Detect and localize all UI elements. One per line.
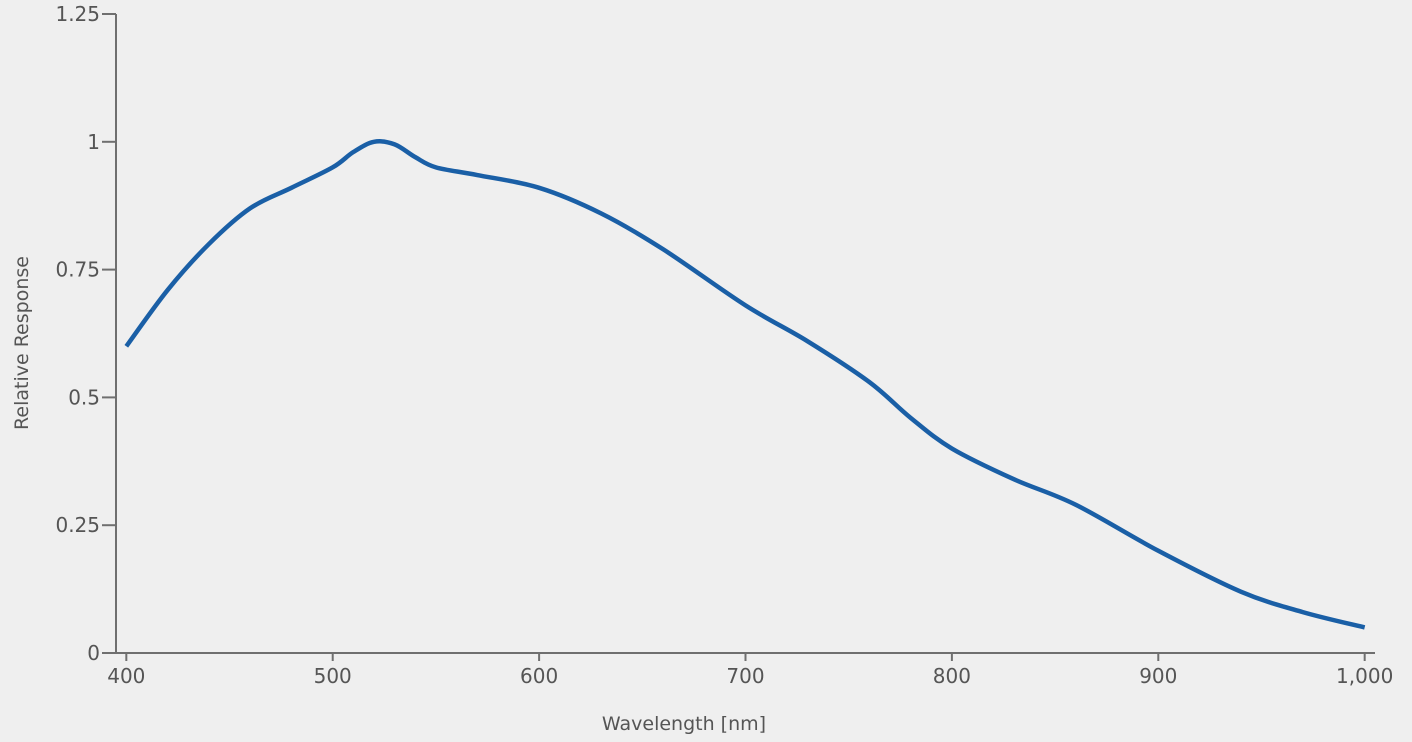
y-tick-label: 1.25 <box>55 2 100 26</box>
x-tick-label: 900 <box>1139 664 1177 688</box>
y-tick-label: 0 <box>87 641 100 665</box>
axes <box>115 14 1375 654</box>
series-layer <box>124 139 1366 630</box>
x-axis-title: Wavelength [nm] <box>602 713 766 735</box>
y-axis-title: Relative Response <box>11 256 33 430</box>
x-tick-label: 600 <box>520 664 558 688</box>
x-tick-label: 500 <box>314 664 352 688</box>
y-tick-label: 1 <box>87 130 100 154</box>
x-tick-label: 1,000 <box>1336 664 1393 688</box>
y-axis-ticks: 0 0.25 0.5 0.75 1 1.25 <box>55 2 116 665</box>
y-tick-label: 0.25 <box>55 513 100 537</box>
y-tick-label: 0.75 <box>55 258 100 282</box>
y-tick-label: 0.5 <box>68 385 100 409</box>
response-curve <box>124 139 1366 630</box>
x-tick-label: 400 <box>107 664 145 688</box>
x-tick-label: 800 <box>933 664 971 688</box>
x-axis-ticks: 400 500 600 700 800 900 1,000 <box>107 653 1393 688</box>
x-tick-label: 700 <box>726 664 764 688</box>
